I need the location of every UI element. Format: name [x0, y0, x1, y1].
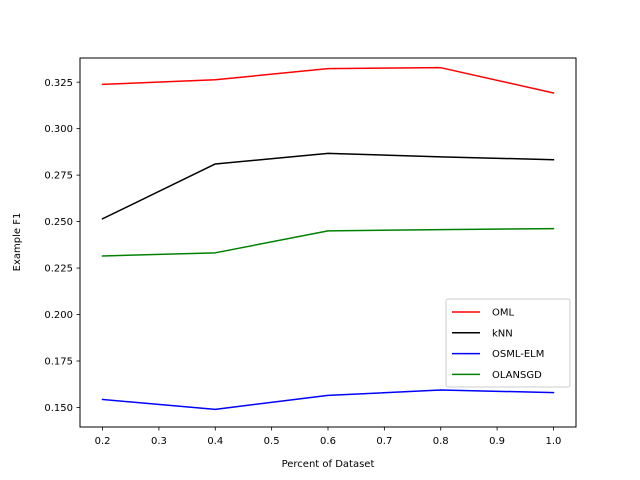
legend-label: kNN — [492, 328, 513, 339]
x-tick-label: 0.7 — [376, 436, 392, 447]
x-axis-label: Percent of Dataset — [282, 459, 375, 470]
series-line-olansgd — [101, 227, 555, 257]
y-tick-label: 0.225 — [44, 264, 73, 275]
x-tick-label: 0.5 — [264, 436, 280, 447]
y-axis: 0.150 0.175 0.200 0.225 0.250 0.275 0.300 0.325 — [44, 78, 80, 414]
legend-label: OML — [492, 308, 514, 319]
y-tick-label: 0.325 — [44, 78, 73, 89]
x-axis: 0.2 0.3 0.4 0.5 0.6 0.7 0.8 0.9 1.0 — [95, 427, 562, 447]
y-tick-label: 0.250 — [44, 217, 73, 228]
x-tick-label: 0.3 — [151, 436, 167, 447]
x-tick-label: 0.6 — [320, 436, 336, 447]
plot-lines — [101, 66, 555, 411]
x-tick-label: 0.2 — [95, 436, 111, 447]
legend: OML kNN OSML-ELM OLANSGD — [445, 298, 571, 388]
series-line-osml-elm — [101, 389, 555, 411]
legend-label: OSML-ELM — [492, 349, 544, 360]
x-tick-label: 0.9 — [489, 436, 505, 447]
y-axis-label: Example F1 — [12, 213, 23, 272]
y-tick-label: 0.275 — [44, 171, 73, 182]
legend-label: OLANSGD — [492, 370, 542, 381]
x-tick-label: 1.0 — [546, 436, 562, 447]
x-tick-label: 0.4 — [207, 436, 223, 447]
x-tick-label: 0.8 — [433, 436, 449, 447]
series-line-oml — [101, 66, 555, 94]
legend-box — [445, 298, 571, 388]
y-tick-label: 0.150 — [44, 403, 73, 414]
y-tick-label: 0.175 — [44, 357, 73, 368]
y-tick-label: 0.300 — [44, 124, 73, 135]
series-line-knn — [101, 152, 555, 220]
y-tick-label: 0.200 — [44, 310, 73, 321]
